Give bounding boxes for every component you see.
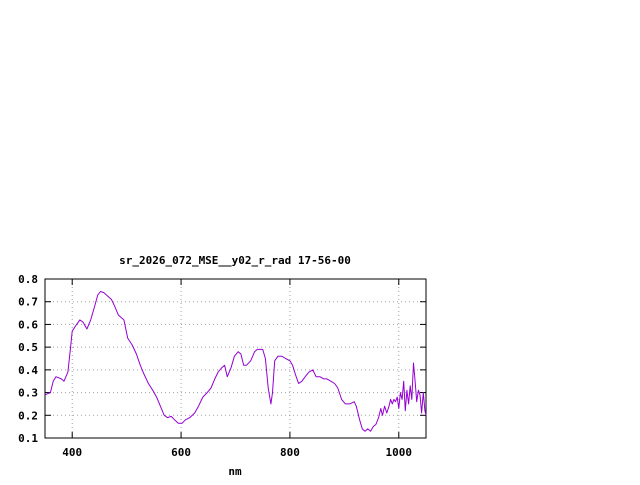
chart-title: sr_2026_072_MSE__y02_r_rad 17-56-00 [119,254,351,267]
y-tick-label: 0.1 [18,432,38,445]
y-tick-label: 0.4 [18,364,38,377]
data-series [44,291,427,432]
x-tick-label: 600 [171,446,191,459]
x-tick-label: 400 [62,446,82,459]
y-tick-label: 0.2 [18,409,38,422]
y-tick-label: 0.7 [18,296,38,309]
x-tick-label: 1000 [386,446,413,459]
plot-frame [44,278,427,439]
x-tick-label: 800 [280,446,300,459]
y-tick-label: 0.5 [18,341,38,354]
x-axis-label: nm [228,465,242,478]
series-line [44,291,427,432]
y-tick-label: 0.8 [18,273,38,286]
y-tick-label: 0.6 [18,318,38,331]
grid-lines [45,278,426,439]
y-tick-label: 0.3 [18,387,38,400]
axes: 400 600 800 1000 0.1 0.2 0.3 0.4 0.5 0.6 0.7 0.8 [18,273,427,459]
